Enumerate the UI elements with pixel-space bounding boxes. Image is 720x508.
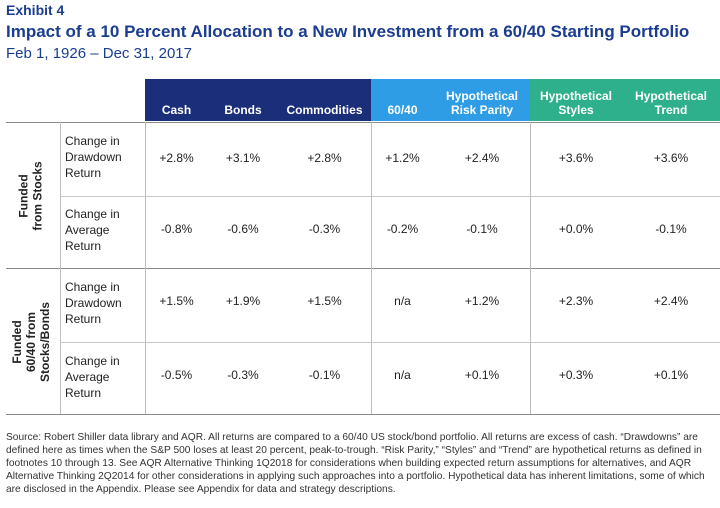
header-sixty-forty: 60/40 [371, 79, 434, 121]
table-cell: +2.8% [159, 151, 194, 165]
header-bonds: Bonds [208, 79, 278, 121]
table-cell: +2.3% [558, 294, 594, 308]
column-divider [145, 122, 146, 414]
row-divider [60, 342, 720, 343]
header-cash: Cash [145, 79, 208, 121]
table-cell: n/a [394, 294, 411, 308]
table-cell: -0.5% [160, 368, 193, 382]
table-cell: -0.1% [655, 222, 687, 236]
group-label-stocks-bonds: Funded 60/40 from Stocks/Bonds [10, 301, 53, 382]
table-cell: +1.5% [307, 294, 342, 308]
table-cell: +2.8% [307, 151, 342, 165]
group-label-stocks: Funded from Stocks [17, 160, 46, 231]
exhibit-title: Impact of a 10 Percent Allocation to a N… [6, 22, 690, 41]
table-cell: +0.1% [464, 368, 500, 382]
table-cell: -0.6% [227, 222, 259, 236]
table-cell: -0.8% [160, 222, 193, 236]
table-cell: -0.1% [308, 368, 341, 382]
table-cell: +0.1% [653, 368, 689, 382]
table-cell: +3.6% [558, 151, 594, 165]
table-cell: +3.6% [653, 151, 689, 165]
table-cell: -0.3% [308, 222, 341, 236]
table-cell: +2.4% [464, 151, 500, 165]
row-divider [60, 196, 720, 197]
table-border-bottom [6, 414, 720, 415]
table-cell: -0.3% [227, 368, 259, 382]
header-risk-parity: Hypothetical Risk Parity [434, 79, 530, 121]
table-cell: +1.5% [159, 294, 194, 308]
table-border-top [6, 122, 720, 123]
table-cell: +3.1% [225, 151, 261, 165]
table-cell: +1.2% [464, 294, 500, 308]
table-cell: +2.4% [653, 294, 689, 308]
table-cell: +1.2% [385, 151, 420, 165]
column-divider [530, 122, 531, 414]
header-commodities: Commodities [278, 79, 371, 121]
exhibit-label: Exhibit 4 [6, 2, 65, 18]
table-cell: +1.9% [225, 294, 261, 308]
metric-average-return: Change in Average Return [65, 354, 120, 400]
exhibit-date-range: Feb 1, 1926 – Dec 31, 2017 [6, 45, 192, 62]
table-cell: +0.3% [558, 368, 594, 382]
table-cell: +0.0% [558, 222, 594, 236]
header-styles: Hypothetical Styles [530, 79, 622, 121]
metric-drawdown-return: Change in Drawdown Return [65, 280, 122, 326]
source-footnote: Source: Robert Shiller data library and … [6, 432, 705, 495]
table-cell: n/a [394, 368, 411, 382]
column-divider [371, 122, 372, 414]
table-cell: -0.1% [466, 222, 498, 236]
table-cell: -0.2% [386, 222, 419, 236]
group-divider [6, 268, 720, 269]
metric-drawdown-return: Change in Drawdown Return [65, 134, 122, 180]
column-divider [60, 122, 61, 414]
metric-average-return: Change in Average Return [65, 207, 120, 253]
header-trend: Hypothetical Trend [622, 79, 720, 121]
